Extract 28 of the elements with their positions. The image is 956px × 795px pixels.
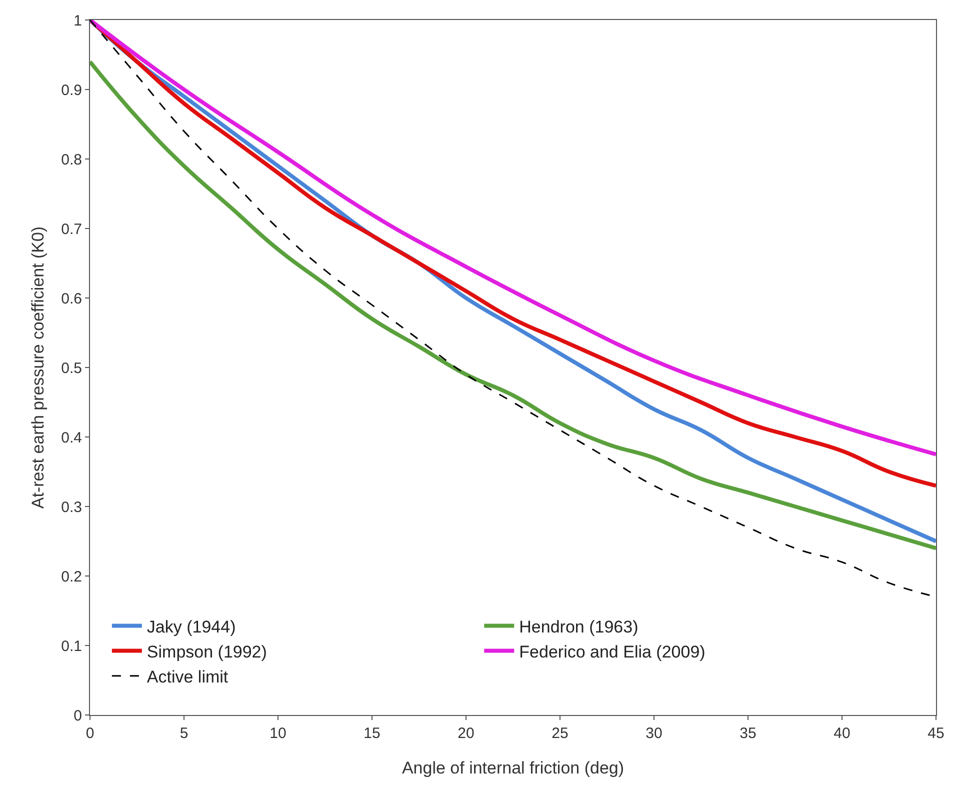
y-tick-label: 0.2 [61,568,82,586]
y-tick-label: 0.1 [61,638,82,655]
y-tick-label: 0.3 [61,498,82,516]
y-tick-label: 1 [74,12,82,30]
x-axis-title: Angle of internal friction (deg) [402,758,624,778]
x-tick-label: 30 [646,725,662,742]
legend-label: Federico and Elia (2009) [519,642,706,662]
y-tick-label: 0.5 [61,360,82,377]
x-tick-label: 0 [86,725,94,742]
y-tick-label: 0.7 [61,220,82,238]
x-tick-label: 40 [834,725,850,742]
y-axis-title: At-rest earth pressure coefficient (K0) [28,226,48,509]
x-tick-label: 5 [180,725,188,742]
y-tick-label: 0.9 [61,82,82,99]
legend-label: Hendron (1963) [519,617,638,636]
y-tick-label: 0.6 [61,290,82,308]
legend-label: Active limit [146,668,228,687]
x-tick-label: 45 [928,725,944,742]
y-tick-label: 0 [74,707,82,724]
legend-label: Jaky (1944) [146,617,236,636]
x-tick-label: 20 [458,725,474,742]
legend-label: Simpson (1992) [146,642,267,662]
x-tick-label: 15 [364,725,380,742]
y-tick-label: 0.8 [61,151,82,168]
x-tick-label: 25 [552,725,568,742]
y-tick-label: 0.4 [61,429,82,446]
x-tick-label: 35 [740,725,756,742]
x-tick-label: 10 [270,725,286,742]
